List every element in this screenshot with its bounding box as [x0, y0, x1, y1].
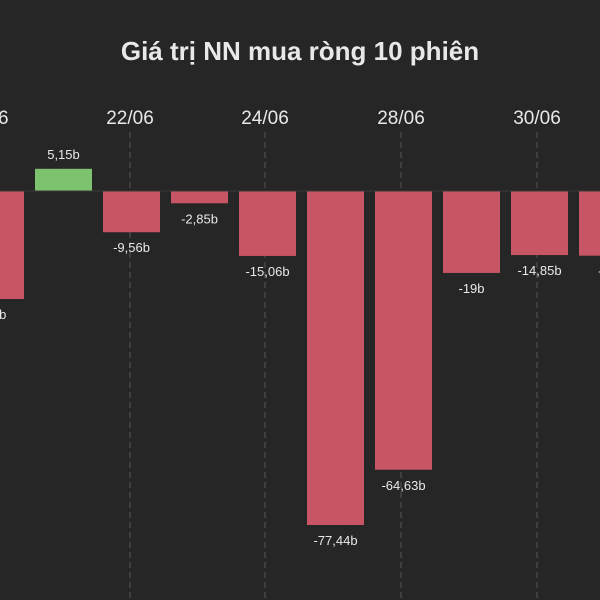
- bar: [35, 168, 92, 191]
- bar: [375, 191, 432, 470]
- data-label: 5,15b: [47, 147, 80, 162]
- data-label: -14,85b: [517, 263, 561, 278]
- x-tick-label: 30/06: [513, 108, 561, 129]
- data-label: 05b: [0, 307, 6, 322]
- x-tick-label: 28/06: [377, 108, 425, 129]
- bar: [579, 191, 600, 256]
- bar: [103, 191, 160, 233]
- bar: [511, 191, 568, 256]
- bar: [0, 191, 24, 300]
- bar: [239, 191, 296, 256]
- x-tick-label: 24/06: [241, 108, 289, 129]
- data-label: -77,44b: [313, 533, 357, 548]
- data-label: -15: [598, 264, 600, 279]
- bar: [443, 191, 500, 273]
- bar: [171, 191, 228, 204]
- data-label: -64,63b: [381, 478, 425, 493]
- data-label: -2,85b: [181, 211, 218, 226]
- x-tick-label: 22/06: [106, 108, 154, 129]
- x-tick-label: 06: [0, 108, 9, 129]
- data-label: -9,56b: [113, 240, 150, 255]
- data-label: -15,06b: [245, 264, 289, 279]
- chart-title: Giá trị NN mua ròng 10 phiên: [120, 36, 480, 66]
- bar: [307, 191, 364, 525]
- data-label: -19b: [458, 281, 484, 296]
